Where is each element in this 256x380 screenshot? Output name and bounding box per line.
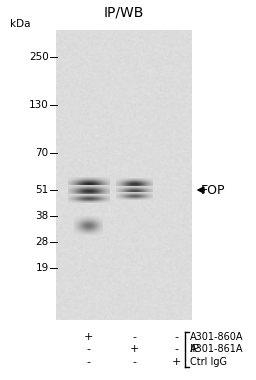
Text: -: - (132, 332, 136, 342)
Text: Ctrl IgG: Ctrl IgG (190, 357, 227, 367)
Text: +: + (130, 344, 139, 355)
Text: A301-860A: A301-860A (190, 332, 243, 342)
Text: IP/WB: IP/WB (103, 6, 144, 19)
Text: -: - (87, 357, 91, 367)
Text: FOP: FOP (201, 184, 225, 196)
Text: 51: 51 (35, 185, 49, 195)
Text: 28: 28 (35, 237, 49, 247)
Text: -: - (175, 332, 179, 342)
Text: IP: IP (190, 344, 200, 355)
Text: -: - (132, 357, 136, 367)
Text: kDa: kDa (10, 19, 30, 29)
Text: +: + (84, 332, 93, 342)
Text: -: - (87, 344, 91, 355)
Text: 250: 250 (29, 52, 49, 62)
Text: +: + (172, 357, 182, 367)
Text: 130: 130 (29, 100, 49, 110)
Text: -: - (175, 344, 179, 355)
Text: 38: 38 (35, 211, 49, 221)
Text: A301-861A: A301-861A (190, 344, 243, 355)
Text: 70: 70 (36, 148, 49, 158)
Text: 19: 19 (35, 263, 49, 273)
